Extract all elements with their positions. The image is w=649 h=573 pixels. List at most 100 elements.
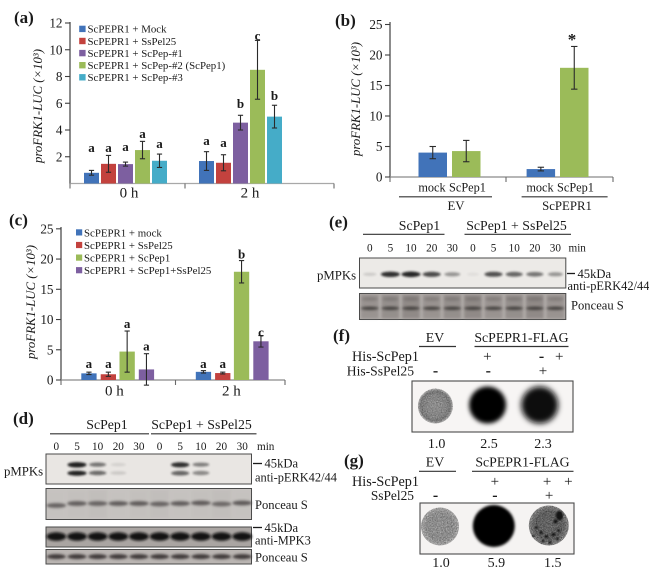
svg-text:Ponceau S: Ponceau S: [255, 498, 308, 512]
svg-text:20: 20: [113, 441, 125, 453]
svg-text:10: 10: [405, 243, 417, 255]
svg-text:(e): (e): [329, 213, 348, 232]
svg-text:5.9: 5.9: [488, 556, 506, 571]
svg-text:EV: EV: [426, 330, 444, 345]
svg-text:15: 15: [369, 78, 383, 93]
svg-text:0: 0: [470, 243, 476, 255]
svg-text:Ponceau S: Ponceau S: [571, 299, 624, 313]
svg-text:2: 2: [56, 149, 63, 164]
svg-text:ScPEPR1 + ScPep1: ScPEPR1 + ScPep1: [84, 253, 170, 265]
svg-text:20: 20: [369, 48, 383, 63]
svg-text:ScPEPR1 + ScPep1+SsPel25: ScPEPR1 + ScPep1+SsPel25: [84, 265, 211, 277]
svg-text:min: min: [257, 441, 275, 453]
svg-text:0: 0: [376, 170, 383, 185]
svg-text:a: a: [219, 356, 226, 371]
svg-text:+: +: [555, 349, 563, 365]
svg-text:a: a: [124, 316, 131, 331]
svg-text:-: -: [492, 487, 497, 504]
svg-text:pMPKs: pMPKs: [4, 465, 43, 479]
svg-text:a: a: [105, 140, 112, 155]
svg-text:12: 12: [49, 16, 62, 31]
svg-text:2 h: 2 h: [222, 384, 241, 400]
svg-text:-: -: [539, 348, 544, 365]
svg-text:His-ScPep1: His-ScPep1: [352, 474, 419, 490]
svg-text:c: c: [255, 28, 261, 43]
svg-text:a: a: [122, 139, 129, 154]
svg-text:10: 10: [509, 243, 521, 255]
svg-text:+: +: [545, 488, 553, 504]
svg-text:ScPep1 + SsPel25: ScPep1 + SsPel25: [151, 417, 252, 432]
svg-text:2.3: 2.3: [534, 437, 552, 452]
svg-text:anti-MPK3: anti-MPK3: [255, 534, 311, 548]
svg-text:His-SsPel25: His-SsPel25: [347, 364, 414, 379]
svg-text:(g): (g): [344, 451, 364, 470]
svg-text:1.5: 1.5: [544, 556, 562, 571]
svg-text:10: 10: [40, 312, 54, 327]
svg-text:*: *: [568, 30, 577, 49]
svg-text:2 h: 2 h: [241, 186, 260, 202]
svg-text:2.5: 2.5: [480, 437, 498, 452]
svg-text:SsPel25: SsPel25: [371, 488, 414, 503]
svg-text:a: a: [143, 339, 150, 354]
svg-text:mock: mock: [418, 181, 446, 195]
svg-text:EV: EV: [426, 455, 444, 470]
svg-text:Ponceau S: Ponceau S: [255, 551, 308, 565]
svg-text:b: b: [238, 247, 245, 262]
svg-text:ScPEPR1 + SsPel25: ScPEPR1 + SsPel25: [84, 240, 173, 252]
svg-text:ScPEPR1-FLAG: ScPEPR1-FLAG: [474, 330, 568, 345]
svg-text:b: b: [271, 88, 278, 103]
svg-text:ScPEPR1 + ScPep-#1: ScPEPR1 + ScPep-#1: [88, 48, 183, 60]
svg-text:ScPep1: ScPep1: [449, 181, 486, 195]
svg-text:ScPEPR1-FLAG: ScPEPR1-FLAG: [475, 455, 569, 470]
svg-text:20: 20: [40, 252, 54, 267]
svg-text:1.0: 1.0: [428, 437, 446, 452]
svg-text:a: a: [105, 356, 112, 371]
svg-text:25: 25: [369, 17, 383, 32]
svg-text:10: 10: [195, 441, 207, 453]
svg-text:25: 25: [40, 221, 54, 236]
svg-text:20: 20: [529, 243, 541, 255]
svg-text:ScPEPR1 + SsPel25: ScPEPR1 + SsPel25: [88, 36, 177, 48]
svg-text:a: a: [203, 133, 210, 148]
svg-text:anti-pERK42/44: anti-pERK42/44: [568, 279, 649, 293]
svg-text:ScPEPR1 + mock: ScPEPR1 + mock: [84, 227, 162, 239]
svg-text:0 h: 0 h: [105, 384, 124, 400]
svg-text:ScPEPR1: ScPEPR1: [542, 199, 592, 213]
svg-text:-: -: [433, 363, 438, 380]
svg-text:proFRK1-LUC (×10³): proFRK1-LUC (×10³): [349, 42, 363, 157]
svg-text:(c): (c): [9, 211, 28, 230]
svg-text:min: min: [569, 243, 587, 255]
svg-text:c: c: [258, 325, 264, 340]
svg-text:20: 20: [216, 441, 228, 453]
svg-text:a: a: [139, 126, 146, 141]
svg-text:+: +: [483, 349, 491, 365]
svg-text:ScPEPR1 + Mock: ScPEPR1 + Mock: [88, 24, 168, 36]
svg-text:0 h: 0 h: [120, 186, 139, 202]
svg-text:5: 5: [47, 342, 54, 357]
svg-text:+: +: [564, 474, 572, 490]
svg-text:mock: mock: [526, 181, 554, 195]
svg-text:(f): (f): [333, 326, 350, 345]
svg-text:30: 30: [447, 243, 459, 255]
svg-text:-: -: [486, 363, 491, 380]
svg-text:5: 5: [491, 243, 497, 255]
svg-text:1.0: 1.0: [432, 556, 450, 571]
svg-text:ScPEPR1 + ScPep-#3: ScPEPR1 + ScPep-#3: [88, 72, 183, 84]
svg-text:0: 0: [367, 243, 373, 255]
svg-text:20: 20: [426, 243, 438, 255]
svg-text:10: 10: [92, 441, 104, 453]
svg-text:ScPep1 + SsPel25: ScPep1 + SsPel25: [466, 218, 567, 233]
svg-text:8: 8: [56, 69, 63, 84]
svg-text:(b): (b): [335, 11, 356, 30]
svg-text:15: 15: [40, 282, 54, 297]
svg-text:30: 30: [550, 243, 562, 255]
svg-text:a: a: [88, 140, 95, 155]
svg-text:4: 4: [56, 123, 63, 138]
svg-text:a: a: [86, 356, 93, 371]
svg-text:5: 5: [376, 139, 383, 154]
svg-text:5: 5: [388, 243, 394, 255]
svg-text:10: 10: [49, 42, 63, 57]
svg-text:ScPep1: ScPep1: [399, 218, 440, 233]
svg-text:proFRK1-LUC (×10³): proFRK1-LUC (×10³): [24, 245, 38, 360]
svg-text:a: a: [220, 135, 227, 150]
